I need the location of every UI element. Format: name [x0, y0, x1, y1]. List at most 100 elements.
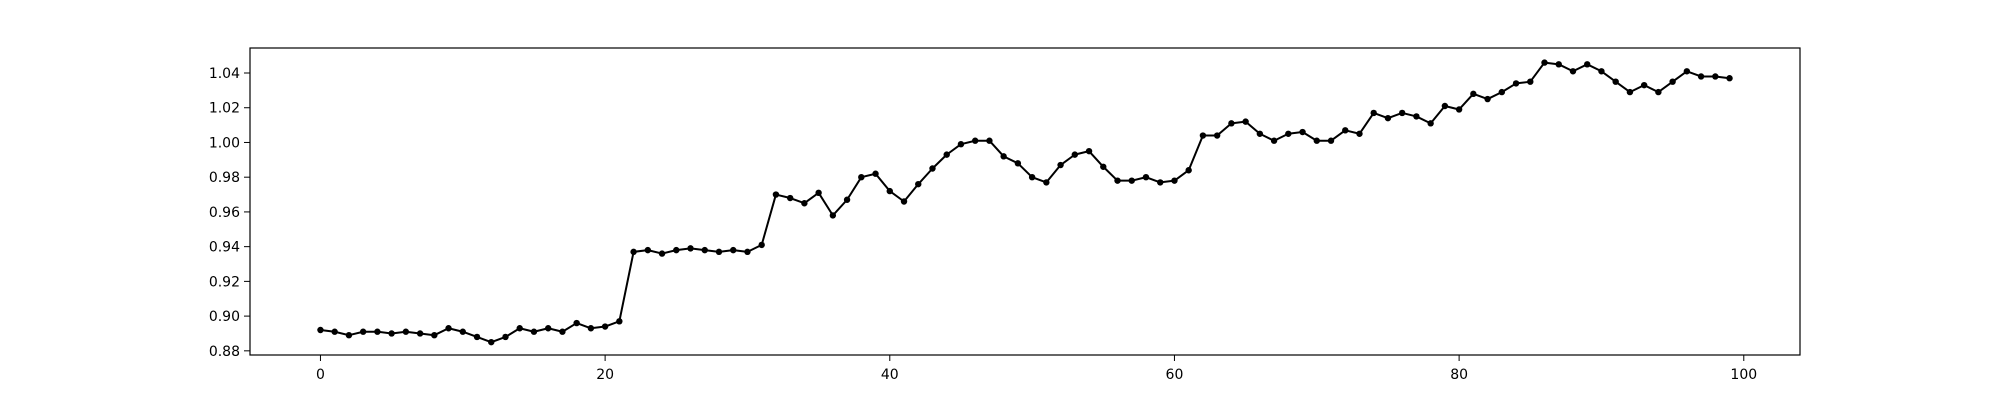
y-tick-label: 1.02 — [209, 101, 240, 117]
data-point — [900, 198, 908, 205]
x-tick-label: 60 — [1166, 367, 1184, 383]
data-point — [1342, 127, 1349, 134]
data-point — [1712, 73, 1719, 80]
data-point — [473, 333, 481, 341]
y-tick-label: 0.90 — [209, 309, 240, 325]
axes-layer — [249, 47, 1801, 356]
data-point — [1598, 68, 1605, 75]
data-point — [630, 248, 637, 256]
data-point — [801, 200, 808, 207]
data-point — [772, 191, 780, 198]
data-point — [786, 194, 794, 202]
data-point — [1142, 173, 1150, 181]
data-point — [758, 241, 765, 249]
data-point — [416, 330, 424, 337]
data-point — [1441, 102, 1449, 110]
data-point — [673, 246, 680, 254]
y-tick-label: 0.94 — [209, 240, 240, 256]
data-point — [1071, 151, 1079, 158]
data-point — [1128, 177, 1135, 184]
data-point — [1157, 179, 1164, 186]
data-point — [1697, 73, 1705, 80]
data-point — [829, 212, 837, 219]
data-point — [730, 246, 737, 254]
data-point — [1527, 78, 1534, 85]
data-point — [858, 173, 865, 181]
y-tick-label: 0.98 — [209, 170, 240, 186]
data-point — [1313, 137, 1320, 144]
data-point — [345, 332, 353, 339]
data-point — [431, 332, 438, 339]
data-point — [929, 165, 936, 172]
y-tick-label: 1.04 — [209, 66, 240, 82]
data-point — [402, 328, 410, 335]
data-point — [1569, 68, 1577, 75]
data-point — [1213, 132, 1221, 139]
y-tick-label: 0.96 — [209, 205, 240, 221]
data-point — [1726, 75, 1733, 82]
data-point — [1384, 114, 1392, 122]
y-axis: 0.88 0.90 0.92 0.94 0.96 0.98 1.00 1.02 1.04 — [209, 66, 250, 360]
data-point — [971, 137, 979, 144]
data-point — [986, 137, 993, 144]
data-point — [943, 151, 950, 158]
data-point — [374, 328, 381, 335]
y-tick-label: 1.00 — [209, 135, 240, 151]
data-point — [1299, 128, 1306, 136]
data-point — [1199, 132, 1207, 139]
data-point — [1512, 80, 1520, 87]
data-point — [1000, 153, 1007, 160]
data-point — [1171, 177, 1178, 184]
data-point — [359, 328, 367, 335]
data-point — [488, 338, 495, 346]
data-point — [616, 318, 623, 325]
data-point — [1640, 81, 1648, 89]
series-layer — [317, 59, 1733, 346]
data-point — [1370, 109, 1377, 117]
data-point — [445, 325, 452, 332]
x-tick-label: 80 — [1450, 367, 1468, 383]
data-point — [815, 189, 822, 197]
data-point — [687, 245, 694, 252]
data-point — [544, 325, 552, 332]
data-point — [915, 180, 922, 188]
x-tick-label: 0 — [316, 367, 325, 383]
data-point — [644, 246, 652, 254]
data-point — [1427, 120, 1434, 127]
data-point — [1655, 88, 1662, 96]
x-tick-label: 100 — [1730, 367, 1757, 383]
data-point — [1100, 163, 1107, 170]
data-point — [1555, 61, 1562, 68]
data-point — [559, 328, 566, 335]
data-point — [1584, 61, 1591, 68]
data-point — [1498, 88, 1506, 96]
data-point — [1683, 68, 1691, 75]
data-point — [331, 328, 338, 335]
data-point — [1669, 78, 1676, 85]
data-point — [658, 250, 666, 257]
y-tick-label: 0.92 — [209, 274, 240, 290]
data-point — [1242, 118, 1249, 125]
data-point — [744, 248, 751, 256]
x-tick-label: 40 — [881, 367, 899, 383]
data-point — [1185, 167, 1192, 174]
data-point — [1612, 78, 1619, 85]
data-point — [1014, 160, 1022, 167]
data-point — [1114, 177, 1121, 184]
data-point — [1256, 130, 1264, 137]
data-point — [1085, 147, 1093, 155]
data-point — [1057, 161, 1064, 169]
data-point — [388, 330, 395, 337]
data-point — [1484, 95, 1491, 103]
data-point — [587, 325, 595, 332]
data-point — [1470, 90, 1477, 98]
data-point — [715, 248, 723, 256]
data-point — [843, 196, 851, 203]
data-point — [516, 325, 523, 332]
data-point — [1043, 179, 1050, 186]
data-point — [530, 328, 538, 335]
data-point — [1626, 88, 1634, 96]
data-point — [872, 170, 879, 177]
data-point — [317, 326, 324, 334]
